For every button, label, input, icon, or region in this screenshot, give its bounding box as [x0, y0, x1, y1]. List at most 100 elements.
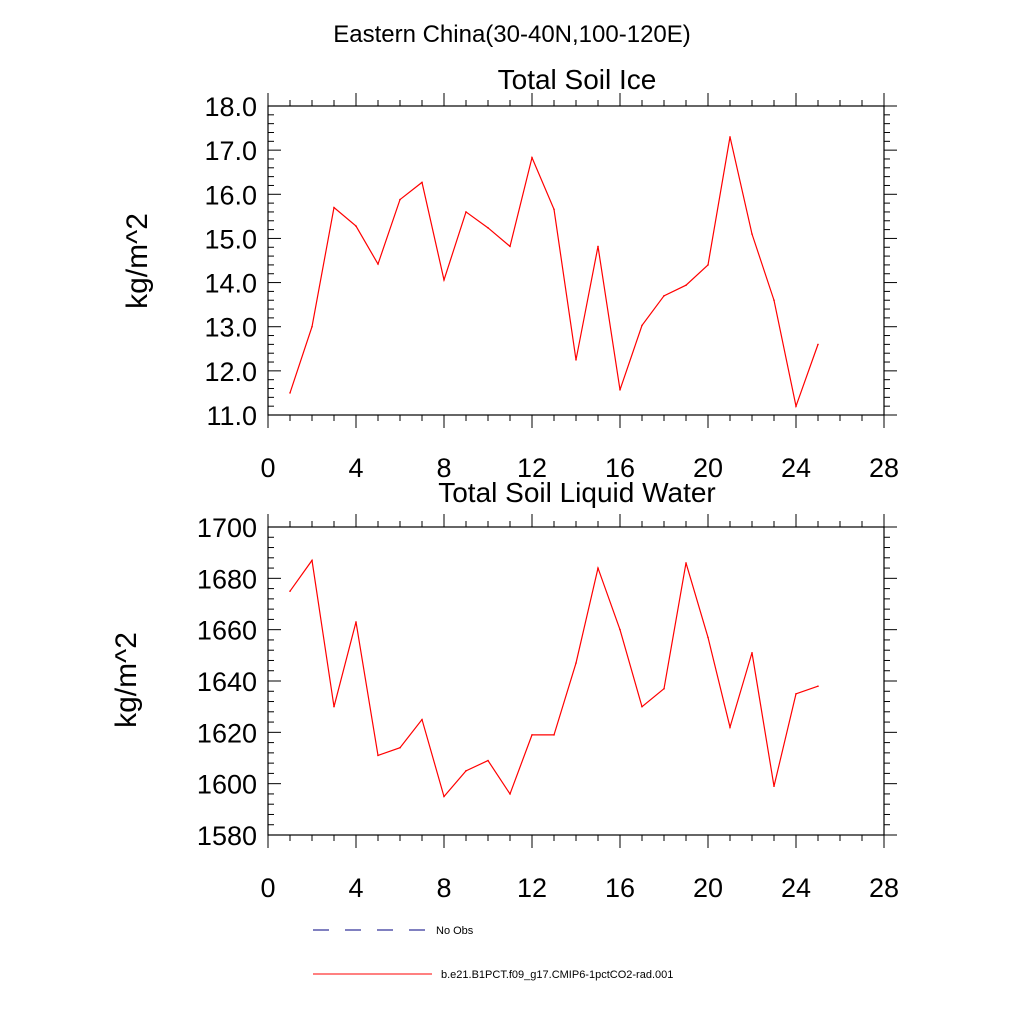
data-point [773, 299, 775, 302]
data-point [355, 225, 357, 227]
data-point [729, 136, 731, 138]
x-tick-label: 4 [348, 873, 363, 903]
data-point [531, 156, 533, 159]
data-point [487, 227, 489, 229]
data-point [619, 389, 621, 391]
data-point [641, 705, 643, 708]
data-point [377, 754, 379, 757]
data-point [289, 590, 291, 592]
data-point [443, 279, 445, 281]
y-axis-label-soil-liquid-water: kg/m^2 [110, 632, 143, 728]
data-point [421, 181, 423, 184]
axes-soil-ice [267, 105, 885, 416]
ticks-soil-liquid-water: 0 4 8 12 16 20 24 28158016001620164016601680170… [197, 513, 899, 903]
data-point [773, 785, 775, 788]
y-tick-label: 1680 [197, 564, 257, 594]
data-point [289, 392, 291, 394]
y-tick-label: 13.0 [204, 313, 257, 343]
data-point [553, 208, 555, 211]
x-tick-label: 8 [436, 453, 451, 483]
data-point [355, 621, 357, 623]
data-point [751, 233, 753, 235]
data-point [707, 636, 709, 639]
x-tick-label: 4 [348, 453, 363, 483]
data-point [509, 793, 511, 795]
series-line-soil-liquid-water [289, 558, 819, 798]
y-tick-label: 11.0 [206, 401, 257, 431]
data-point [443, 795, 445, 798]
data-point [795, 693, 797, 695]
data-point [465, 770, 467, 772]
legend-label-model-run: b.e21.B1PCT.f09_g17.CMIP6-1pctCO2-rad.00… [441, 969, 673, 981]
y-tick-label: 1660 [197, 616, 257, 646]
x-tick-label: 28 [869, 453, 899, 483]
y-tick-label: 12.0 [204, 357, 257, 387]
data-point [597, 567, 599, 569]
data-point [509, 245, 511, 248]
y-axis-label-soil-ice: kg/m^2 [121, 213, 154, 309]
chart-title-soil-liquid-water: Total Soil Liquid Water [438, 477, 716, 508]
data-point [575, 662, 577, 664]
data-point [377, 263, 379, 265]
y-tick-label: 14.0 [204, 269, 257, 299]
y-tick-label: 1620 [197, 718, 257, 748]
data-point [333, 705, 335, 708]
y-tick-label: 18.0 [204, 92, 257, 122]
data-point [399, 198, 401, 201]
data-point [597, 245, 599, 248]
x-tick-label: 0 [260, 873, 275, 903]
x-tick-label: 0 [260, 453, 275, 483]
data-point [685, 562, 687, 564]
data-point [399, 746, 401, 749]
data-point [751, 651, 753, 654]
data-point [685, 284, 687, 287]
series-soil-ice [289, 136, 819, 409]
x-tick-label: 12 [517, 453, 547, 483]
series-soil-liquid-water [289, 558, 819, 798]
chart-title-soil-ice: Total Soil Ice [498, 64, 657, 95]
data-point [817, 343, 819, 346]
y-tick-label: 17.0 [204, 136, 257, 166]
data-point [575, 359, 577, 361]
data-point [663, 295, 665, 297]
data-point [465, 211, 467, 213]
y-tick-label: 15.0 [204, 224, 257, 254]
y-tick-label: 1600 [197, 770, 257, 800]
x-tick-label: 28 [869, 873, 899, 903]
legend-label-no-obs: No Obs [436, 925, 474, 937]
y-tick-label: 1640 [197, 667, 257, 697]
x-tick-label: 16 [605, 873, 635, 903]
data-point [707, 264, 709, 266]
data-point [663, 687, 665, 690]
x-tick-label: 12 [517, 873, 547, 903]
y-tick-label: 1580 [197, 821, 257, 851]
data-point [795, 405, 797, 407]
data-point [333, 206, 335, 209]
chart-panel-soil-liquid-water: Total Soil Liquid Water kg/m^2 0 4 8 12 16 20… [110, 477, 899, 903]
data-point [641, 324, 643, 327]
plot-frame [267, 105, 885, 416]
y-tick-label: 1700 [197, 513, 257, 543]
x-tick-label: 20 [693, 453, 723, 483]
x-tick-label: 20 [693, 873, 723, 903]
x-tick-label: 8 [436, 873, 451, 903]
axes-soil-liquid-water [267, 526, 885, 836]
data-point [619, 628, 621, 631]
data-point [553, 734, 555, 736]
chart-panel-soil-ice: Total Soil Ice kg/m^2 0 4 8 12 16 20 24 28 11.0 1… [121, 64, 899, 483]
figure-supertitle: Eastern China(30-40N,100-120E) [333, 21, 691, 48]
y-tick-label: 16.0 [204, 180, 257, 210]
data-point [487, 759, 489, 762]
x-tick-label: 24 [781, 873, 811, 903]
data-point [421, 718, 423, 721]
data-point [311, 325, 313, 328]
x-tick-label: 16 [605, 453, 635, 483]
legend: No Obs b.e21.B1PCT.f09_g17.CMIP6-1pctCO2… [313, 925, 673, 981]
data-point [531, 734, 533, 736]
x-tick-label: 24 [781, 453, 811, 483]
series-line-soil-ice [289, 136, 819, 409]
data-point [817, 685, 819, 687]
ticks-soil-ice: 0 4 8 12 16 20 24 28 11.0 12.0 13.0 14.0 15.0 16.0 17.… [204, 92, 899, 483]
plot-frame [267, 526, 885, 836]
